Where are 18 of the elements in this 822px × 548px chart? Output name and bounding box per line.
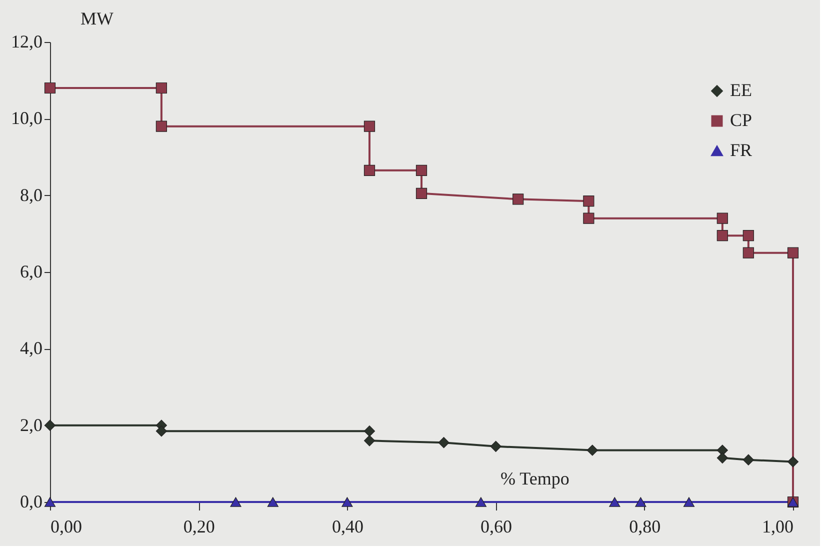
x-tick-label: 0,80 (629, 516, 661, 536)
x-axis-title: % Tempo (500, 468, 570, 488)
legend-label: EE (730, 80, 752, 100)
y-tick-label: 0,0 (20, 492, 42, 512)
y-tick-label: 10,0 (11, 108, 42, 128)
y-tick-label: 8,0 (20, 184, 42, 205)
x-tick-label: 0,20 (183, 516, 215, 536)
x-tick-label: 1,00 (762, 516, 794, 536)
y-axis-title: MW (80, 8, 114, 28)
y-tick-label: 2,0 (20, 414, 42, 435)
legend-label: FR (730, 140, 752, 160)
y-tick-label: 12,0 (11, 32, 42, 52)
x-tick-label: 0,40 (332, 516, 364, 536)
y-tick-label: 6,0 (20, 262, 42, 282)
legend-label: CP (730, 110, 752, 130)
y-tick-label: 4,0 (20, 338, 42, 358)
x-tick-label: 0,00 (50, 516, 82, 536)
x-tick-label: 0,60 (480, 516, 512, 536)
